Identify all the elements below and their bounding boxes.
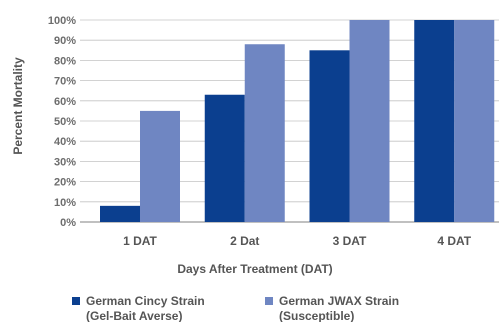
y-tick-label: 70% [54,76,76,88]
y-tick-label: 80% [54,55,76,67]
x-tick-label: 1 DAT [123,234,157,248]
bar-jwax-3 [349,20,390,222]
legend-label-jwax: German JWAX Strain [279,294,400,308]
y-tick-labels: 0% 10% 20% 30% 40% 50% 60% 70% 80% 90% 100% [48,15,76,229]
legend-sublabel-cincy: (Gel-Bait Averse) [86,309,183,322]
x-axis-title: Days After Treatment (DAT) [177,262,332,276]
bar-chart: 0% 10% 20% 30% 40% 50% 60% 70% 80% 90% 100% 1 DAT 2… [11,15,499,276]
legend-item-cincy: German Cincy Strain (Gel-Bait Averse) [72,294,205,322]
bar-cincy-1 [100,205,140,222]
legend: German Cincy Strain (Gel-Bait Averse) Ge… [72,294,492,322]
y-tick-label: 60% [54,96,76,108]
bar-cincy-4 [414,20,455,222]
bar-jwax-2 [244,44,285,222]
y-tick-label: 30% [54,156,76,168]
y-tick-label: 10% [54,197,76,209]
y-tick-label: 0% [60,217,76,229]
bar-cincy-2 [204,94,245,222]
y-tick-label: 100% [48,15,76,27]
legend-sublabel-jwax: (Susceptible) [279,309,355,322]
x-tick-label: 3 DAT [333,234,367,248]
legend-item-jwax: German JWAX Strain (Susceptible) [265,294,399,322]
legend-label-cincy: German Cincy Strain [86,294,205,308]
y-tick-label: 20% [54,177,76,189]
y-axis-title: Percent Mortality [11,57,25,155]
bar-jwax-4 [454,20,495,222]
legend-swatch-cincy [72,297,80,305]
y-tick-label: 90% [54,35,76,47]
bars [100,20,495,222]
y-tick-label: 50% [54,116,76,128]
x-tick-labels: 1 DAT 2 Dat 3 DAT 4 DAT [123,234,472,248]
legend-swatch-jwax [265,297,273,305]
bar-cincy-3 [309,50,350,222]
x-tick-label: 4 DAT [437,234,471,248]
y-tick-label: 40% [54,136,76,148]
x-tick-label: 2 Dat [230,234,259,248]
bar-jwax-1 [140,110,180,222]
